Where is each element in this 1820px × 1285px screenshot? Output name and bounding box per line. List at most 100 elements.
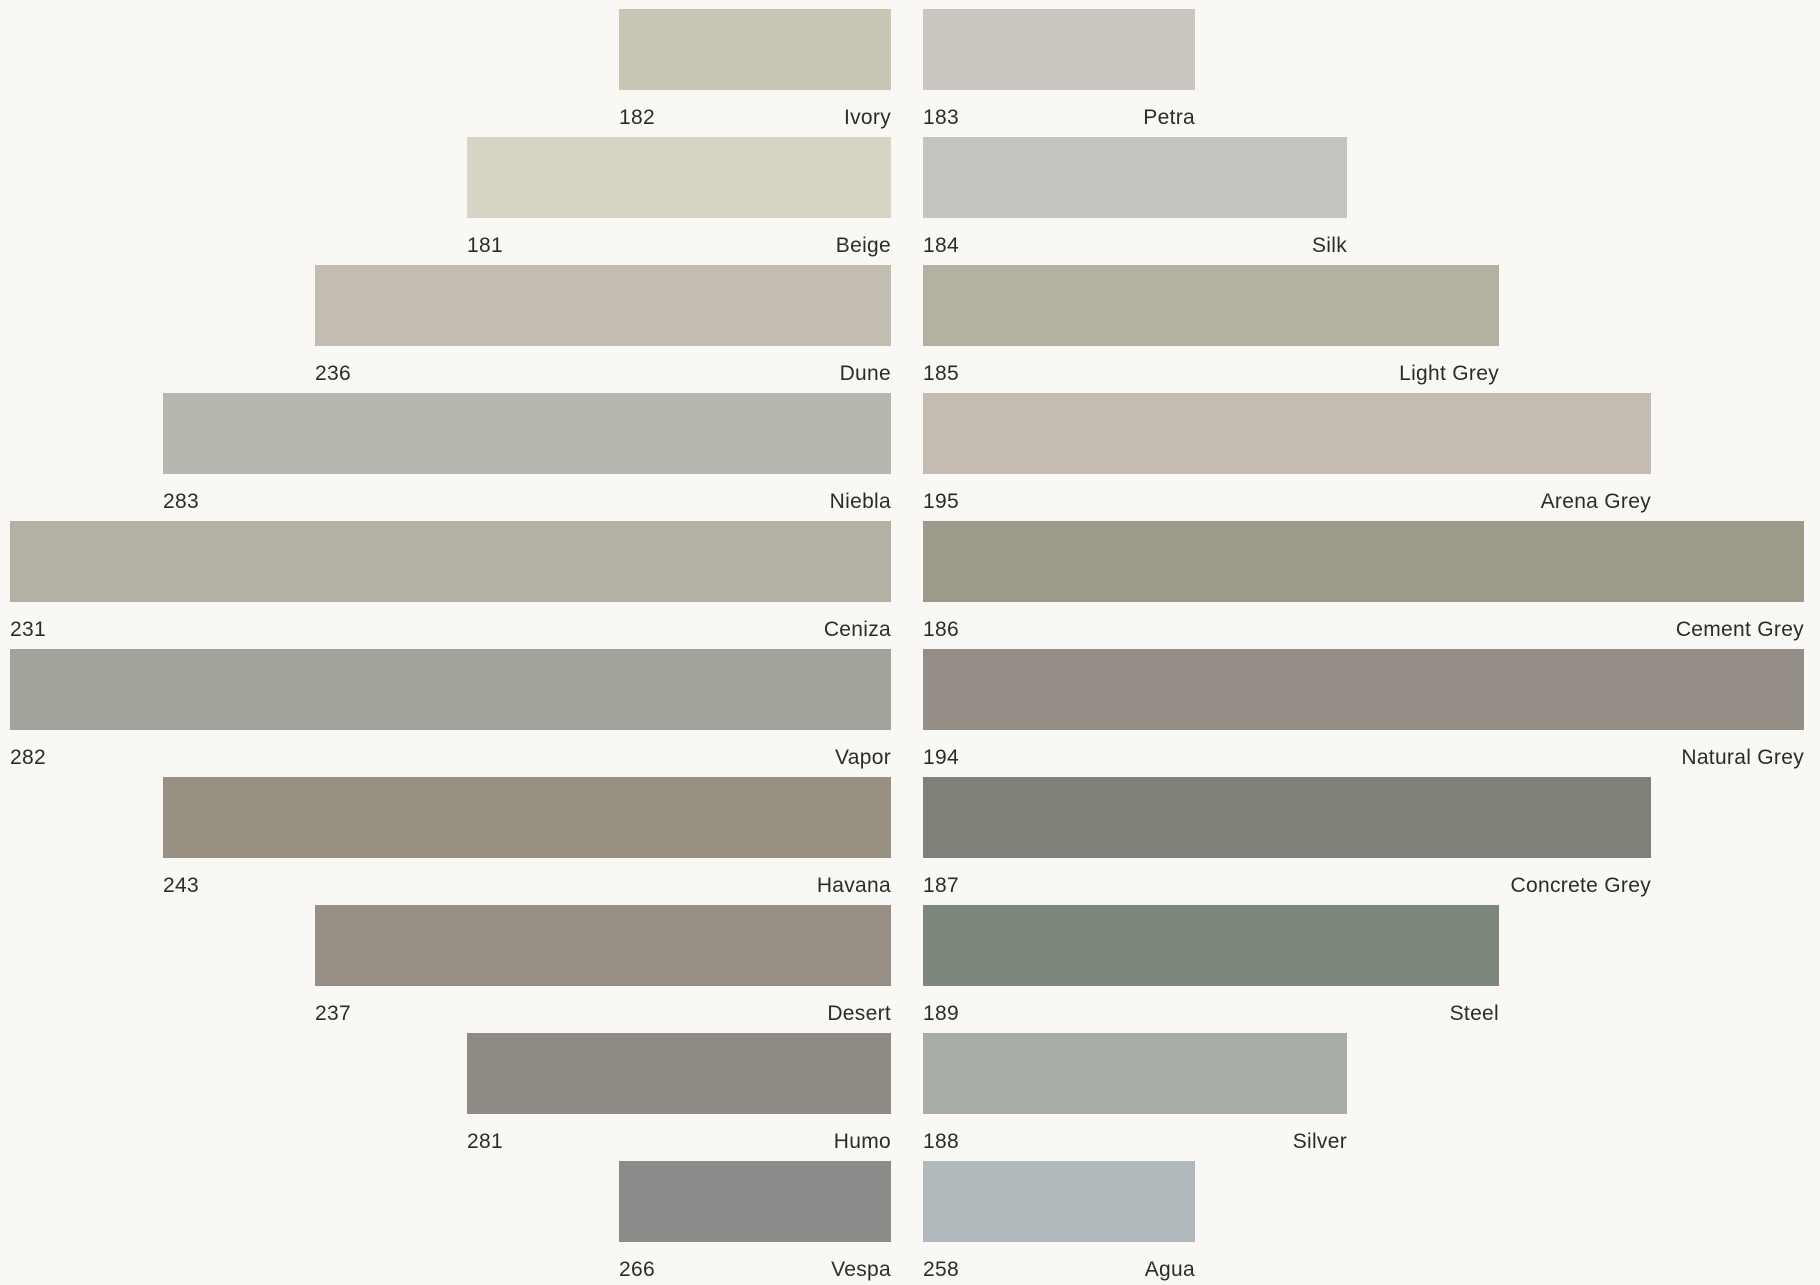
swatch-name: Steel: [1449, 1002, 1499, 1025]
swatch-194-natural-grey[interactable]: 194 Natural Grey: [923, 649, 1804, 773]
swatch-code: 282: [10, 746, 46, 769]
swatch-237-desert[interactable]: 237 Desert: [315, 905, 891, 1029]
swatch-code: 266: [619, 1258, 655, 1281]
swatch-color-block[interactable]: [923, 905, 1499, 986]
swatch-code: 185: [923, 362, 959, 385]
swatch-282-vapor[interactable]: 282 Vapor: [10, 649, 891, 773]
swatch-181-beige[interactable]: 181 Beige: [467, 137, 891, 261]
swatch-236-dune[interactable]: 236 Dune: [315, 265, 891, 389]
swatch-183-petra[interactable]: 183 Petra: [923, 9, 1195, 133]
swatch-code: 281: [467, 1130, 503, 1153]
swatch-caption: 189 Steel: [923, 1001, 1499, 1027]
swatch-258-agua[interactable]: 258 Agua: [923, 1161, 1195, 1285]
swatch-184-silk[interactable]: 184 Silk: [923, 137, 1347, 261]
swatch-195-arena-grey[interactable]: 195 Arena Grey: [923, 393, 1651, 517]
swatch-name: Desert: [827, 1002, 891, 1025]
swatch-name: Ivory: [843, 106, 891, 129]
swatch-name: Beige: [835, 234, 891, 257]
swatch-color-block[interactable]: [619, 9, 891, 90]
swatch-name: Arena Grey: [1540, 490, 1651, 513]
swatch-name: Ceniza: [823, 618, 891, 641]
swatch-code: 283: [163, 490, 199, 513]
swatch-182-ivory[interactable]: 182 Ivory: [619, 9, 891, 133]
swatch-caption: 185 Light Grey: [923, 361, 1499, 387]
swatch-name: Humo: [833, 1130, 891, 1153]
swatch-caption: 182 Ivory: [619, 105, 891, 131]
swatch-color-block[interactable]: [923, 265, 1499, 346]
swatch-code: 237: [315, 1002, 351, 1025]
swatch-caption: 236 Dune: [315, 361, 891, 387]
swatch-color-block[interactable]: [923, 137, 1347, 218]
swatch-color-block[interactable]: [923, 1033, 1347, 1114]
swatch-name: Agua: [1144, 1258, 1195, 1281]
swatch-color-block[interactable]: [923, 1161, 1195, 1242]
swatch-name: Havana: [816, 874, 891, 897]
swatch-code: 182: [619, 106, 655, 129]
swatch-color-block[interactable]: [923, 777, 1651, 858]
swatch-name: Vapor: [835, 746, 891, 769]
swatch-caption: 258 Agua: [923, 1257, 1195, 1283]
swatch-231-ceniza[interactable]: 231 Ceniza: [10, 521, 891, 645]
swatch-color-block[interactable]: [10, 521, 891, 602]
swatch-185-light-grey[interactable]: 185 Light Grey: [923, 265, 1499, 389]
swatch-caption: 188 Silver: [923, 1129, 1347, 1155]
swatch-caption: 243 Havana: [163, 873, 891, 899]
swatch-283-niebla[interactable]: 283 Niebla: [163, 393, 891, 517]
swatch-color-block[interactable]: [467, 137, 891, 218]
swatch-266-vespa[interactable]: 266 Vespa: [619, 1161, 891, 1285]
swatch-code: 184: [923, 234, 959, 257]
swatch-name: Niebla: [829, 490, 891, 513]
swatch-color-block[interactable]: [163, 777, 891, 858]
swatch-name: Natural Grey: [1681, 746, 1804, 769]
swatch-name: Concrete Grey: [1510, 874, 1651, 897]
swatch-caption: 184 Silk: [923, 233, 1347, 259]
swatch-color-block[interactable]: [467, 1033, 891, 1114]
swatch-color-block[interactable]: [10, 649, 891, 730]
swatch-caption: 187 Concrete Grey: [923, 873, 1651, 899]
swatch-caption: 283 Niebla: [163, 489, 891, 515]
swatch-code: 231: [10, 618, 46, 641]
swatch-caption: 183 Petra: [923, 105, 1195, 131]
swatch-caption: 181 Beige: [467, 233, 891, 259]
swatch-color-block[interactable]: [315, 265, 891, 346]
swatch-187-concrete-grey[interactable]: 187 Concrete Grey: [923, 777, 1651, 901]
swatch-code: 194: [923, 746, 959, 769]
swatch-code: 187: [923, 874, 959, 897]
swatch-caption: 266 Vespa: [619, 1257, 891, 1283]
swatch-color-block[interactable]: [619, 1161, 891, 1242]
swatch-code: 243: [163, 874, 199, 897]
swatch-code: 188: [923, 1130, 959, 1153]
swatch-code: 186: [923, 618, 959, 641]
swatch-color-block[interactable]: [315, 905, 891, 986]
swatch-caption: 281 Humo: [467, 1129, 891, 1155]
swatch-color-block[interactable]: [923, 9, 1195, 90]
swatch-name: Silver: [1292, 1130, 1347, 1153]
swatch-code: 183: [923, 106, 959, 129]
swatch-code: 236: [315, 362, 351, 385]
swatch-code: 195: [923, 490, 959, 513]
swatch-color-block[interactable]: [923, 521, 1804, 602]
swatch-243-havana[interactable]: 243 Havana: [163, 777, 891, 901]
swatch-caption: 195 Arena Grey: [923, 489, 1651, 515]
swatch-code: 181: [467, 234, 503, 257]
swatch-color-block[interactable]: [163, 393, 891, 474]
swatch-caption: 231 Ceniza: [10, 617, 891, 643]
swatch-code: 189: [923, 1002, 959, 1025]
swatch-name: Light Grey: [1399, 362, 1499, 385]
swatch-name: Silk: [1311, 234, 1347, 257]
swatch-name: Vespa: [831, 1258, 891, 1281]
swatch-color-block[interactable]: [923, 649, 1804, 730]
swatch-188-silver[interactable]: 188 Silver: [923, 1033, 1347, 1157]
swatch-281-humo[interactable]: 281 Humo: [467, 1033, 891, 1157]
swatch-caption: 237 Desert: [315, 1001, 891, 1027]
swatch-caption: 282 Vapor: [10, 745, 891, 771]
swatch-caption: 194 Natural Grey: [923, 745, 1804, 771]
swatch-name: Petra: [1143, 106, 1195, 129]
swatch-name: Cement Grey: [1675, 618, 1804, 641]
swatch-name: Dune: [839, 362, 891, 385]
swatch-color-block[interactable]: [923, 393, 1651, 474]
swatch-189-steel[interactable]: 189 Steel: [923, 905, 1499, 1029]
swatch-caption: 186 Cement Grey: [923, 617, 1804, 643]
swatch-186-cement-grey[interactable]: 186 Cement Grey: [923, 521, 1804, 645]
